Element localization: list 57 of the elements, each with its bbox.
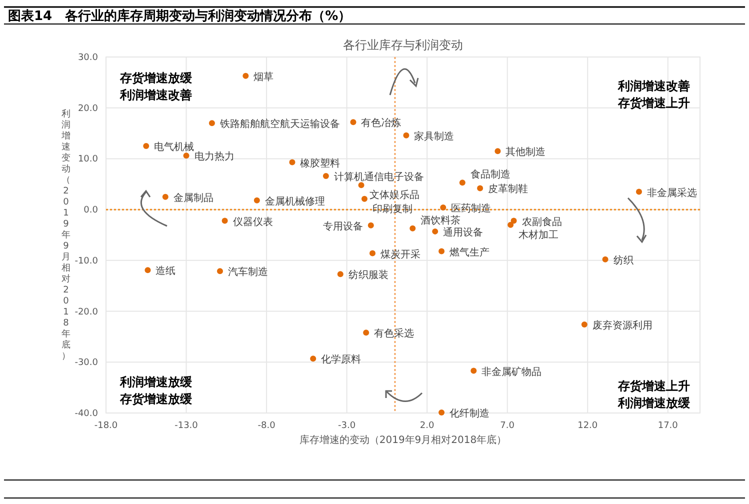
y-tick-label: 20.0	[78, 104, 98, 114]
annotation: 电气机械	[154, 141, 194, 153]
y-tick-label: 30.0	[78, 53, 98, 63]
annotation: 食品制造	[470, 168, 510, 181]
x-tick-label: -8.0	[258, 421, 276, 431]
x-tick-label: -3.0	[338, 421, 356, 431]
annotation: 废弃资源利用	[592, 320, 652, 332]
y-tick-label: 0.0	[84, 206, 98, 216]
annotation: 专用设备	[322, 220, 363, 232]
annotation: 医药制造	[451, 202, 492, 215]
annotation: 非金属采选	[646, 186, 697, 199]
x-tick-label: 17.0	[658, 421, 678, 431]
annotation: 汽车制造	[228, 266, 268, 278]
annotation: 利润增速改善存货增速上升	[617, 79, 690, 110]
annotation: 造纸	[156, 265, 176, 278]
annotation: 酒饮料茶	[420, 214, 461, 226]
annotation: 农副食品	[522, 216, 562, 228]
annotation: 煤炭开采	[380, 248, 420, 260]
annotation: 有色冶炼	[361, 117, 402, 130]
annotation: 铁路船舶航空航天运输设备	[218, 118, 340, 130]
y-tick-label: -30.0	[74, 358, 98, 368]
y-tick-label: -40.0	[74, 409, 98, 419]
annotation: 纺织	[613, 254, 634, 266]
chart-subtitle: 各行业库存与利润变动	[343, 38, 463, 52]
annotation: 金属制品	[173, 192, 214, 204]
annotation: 存货增速放缓利润增速改善	[119, 71, 193, 102]
x-tick-label: -18.0	[94, 421, 118, 431]
annotation: 电力热力	[194, 150, 234, 163]
annotation: 金属机械修理	[264, 195, 325, 208]
x-tick-label: 2.0	[420, 421, 435, 431]
x-tick-label: 7.0	[500, 421, 515, 431]
annotation: 家具制造	[414, 130, 454, 142]
annotation: 文体娱乐品	[369, 189, 420, 202]
chart-title: 图表14 各行业的库存周期变动与利润变动情况分布（%）	[8, 8, 352, 24]
y-tick-label: -20.0	[74, 307, 98, 318]
x-axis-title: 库存增速的变动（2019年9月相对2018年底）	[299, 434, 507, 446]
annotation: 非金属矿物品	[482, 366, 542, 378]
x-tick-label: 12.0	[578, 421, 598, 431]
annotation: 利润增速放缓存货增速放缓	[119, 375, 193, 406]
annotation: 有色采选	[374, 328, 414, 340]
annotation: 燃气生产	[450, 246, 490, 258]
annotation: 其他制造	[506, 146, 546, 158]
annotation: 橡胶塑料	[300, 157, 340, 170]
annotation: 皮革制鞋	[488, 183, 528, 196]
annotation: 烟草	[254, 70, 274, 83]
y-tick-label: 10.0	[78, 154, 98, 165]
x-tick-label: -13.0	[174, 421, 198, 431]
y-tick-label: -10.0	[74, 256, 98, 266]
annotation: 通用设备	[443, 226, 484, 238]
annotation: 仪器仪表	[232, 216, 273, 228]
annotation: 纺织服装	[348, 269, 388, 282]
text: 利润增速变动（2019年9月相对2018年底）	[62, 110, 70, 362]
annotation: 木材加工	[518, 228, 559, 241]
annotation: 化学原料	[321, 354, 362, 366]
annotation: 计算机通信电子设备	[334, 171, 424, 184]
annotation: 存货增速上升利润增速放缓	[617, 379, 691, 410]
annotation: 化纤制造	[450, 407, 490, 420]
